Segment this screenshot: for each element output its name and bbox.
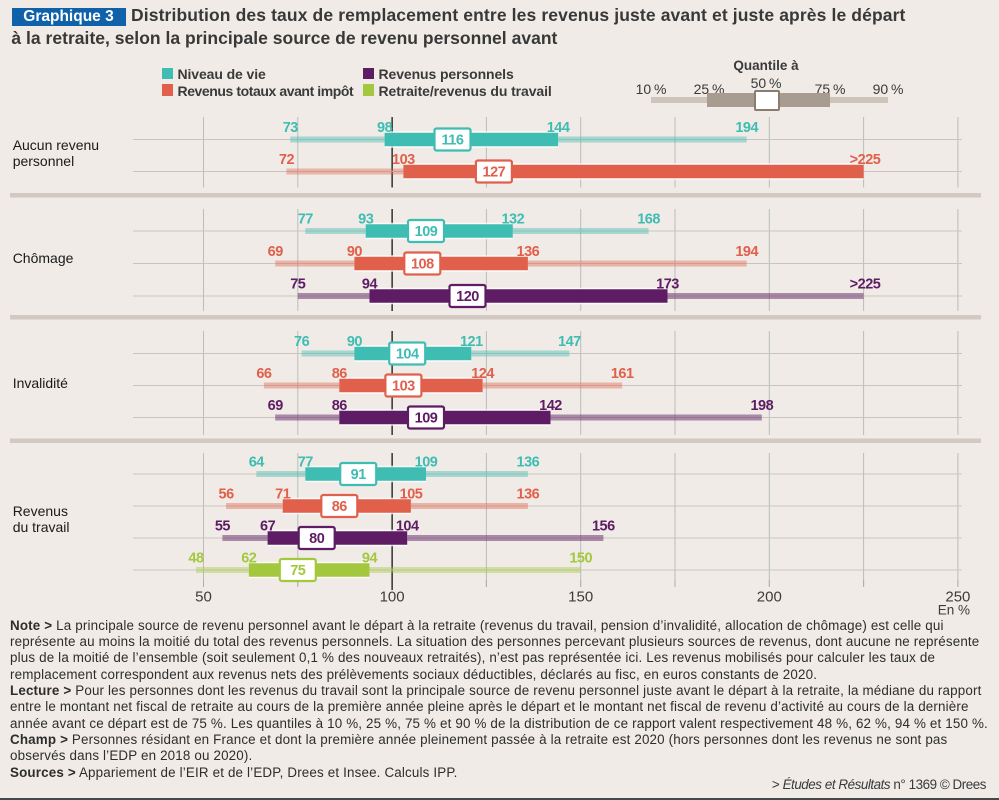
svg-text:144: 144 bbox=[547, 120, 570, 136]
svg-text:>225: >225 bbox=[850, 152, 881, 168]
svg-text:116: 116 bbox=[442, 133, 464, 149]
svg-text:>225: >225 bbox=[850, 276, 881, 292]
svg-text:103: 103 bbox=[392, 152, 415, 168]
svg-text:127: 127 bbox=[483, 165, 506, 181]
svg-text:142: 142 bbox=[539, 398, 562, 414]
svg-text:86: 86 bbox=[332, 499, 348, 515]
svg-text:48: 48 bbox=[188, 550, 204, 566]
svg-text:103: 103 bbox=[392, 379, 415, 395]
svg-text:200: 200 bbox=[757, 589, 782, 606]
svg-text:64: 64 bbox=[249, 454, 265, 470]
svg-text:73: 73 bbox=[283, 120, 299, 136]
svg-text:56: 56 bbox=[219, 486, 235, 502]
svg-text:80: 80 bbox=[309, 531, 325, 547]
svg-text:168: 168 bbox=[637, 211, 660, 227]
svg-text:55: 55 bbox=[215, 518, 231, 534]
svg-text:77: 77 bbox=[298, 211, 314, 227]
svg-text:136: 136 bbox=[517, 486, 540, 502]
svg-text:150: 150 bbox=[569, 550, 592, 566]
svg-text:98: 98 bbox=[377, 120, 393, 136]
svg-text:104: 104 bbox=[396, 347, 419, 363]
svg-text:147: 147 bbox=[558, 334, 581, 350]
svg-text:132: 132 bbox=[501, 211, 524, 227]
svg-text:198: 198 bbox=[750, 398, 773, 414]
svg-text:69: 69 bbox=[268, 398, 284, 414]
svg-text:105: 105 bbox=[400, 486, 423, 502]
svg-text:194: 194 bbox=[735, 244, 758, 260]
svg-text:76: 76 bbox=[294, 334, 310, 350]
svg-text:136: 136 bbox=[517, 244, 540, 260]
svg-text:109: 109 bbox=[415, 224, 438, 240]
svg-text:173: 173 bbox=[656, 276, 679, 292]
svg-text:108: 108 bbox=[411, 257, 434, 273]
svg-text:72: 72 bbox=[279, 152, 295, 168]
svg-text:90: 90 bbox=[347, 244, 363, 260]
svg-text:75: 75 bbox=[290, 276, 306, 292]
svg-text:109: 109 bbox=[415, 411, 438, 427]
svg-text:120: 120 bbox=[456, 289, 479, 305]
svg-text:86: 86 bbox=[332, 398, 348, 414]
svg-text:94: 94 bbox=[362, 276, 378, 292]
svg-text:124: 124 bbox=[471, 366, 494, 382]
svg-text:94: 94 bbox=[362, 550, 378, 566]
svg-text:75: 75 bbox=[290, 563, 306, 579]
svg-text:109: 109 bbox=[415, 454, 438, 470]
svg-text:50: 50 bbox=[195, 589, 212, 606]
svg-text:161: 161 bbox=[611, 366, 634, 382]
svg-text:100: 100 bbox=[380, 589, 405, 606]
svg-text:156: 156 bbox=[592, 518, 615, 534]
svg-text:71: 71 bbox=[275, 486, 291, 502]
svg-text:90: 90 bbox=[347, 334, 363, 350]
svg-text:69: 69 bbox=[268, 244, 284, 260]
svg-text:104: 104 bbox=[396, 518, 419, 534]
svg-text:66: 66 bbox=[256, 366, 272, 382]
svg-text:121: 121 bbox=[460, 334, 483, 350]
svg-text:93: 93 bbox=[358, 211, 374, 227]
svg-text:91: 91 bbox=[351, 467, 367, 483]
svg-text:250: 250 bbox=[945, 589, 970, 606]
svg-text:194: 194 bbox=[735, 120, 758, 136]
svg-text:77: 77 bbox=[298, 454, 314, 470]
svg-text:136: 136 bbox=[517, 454, 540, 470]
svg-text:67: 67 bbox=[260, 518, 276, 534]
svg-text:62: 62 bbox=[241, 550, 257, 566]
svg-text:150: 150 bbox=[568, 589, 593, 606]
svg-text:En %: En % bbox=[938, 603, 970, 618]
svg-text:86: 86 bbox=[332, 366, 348, 382]
